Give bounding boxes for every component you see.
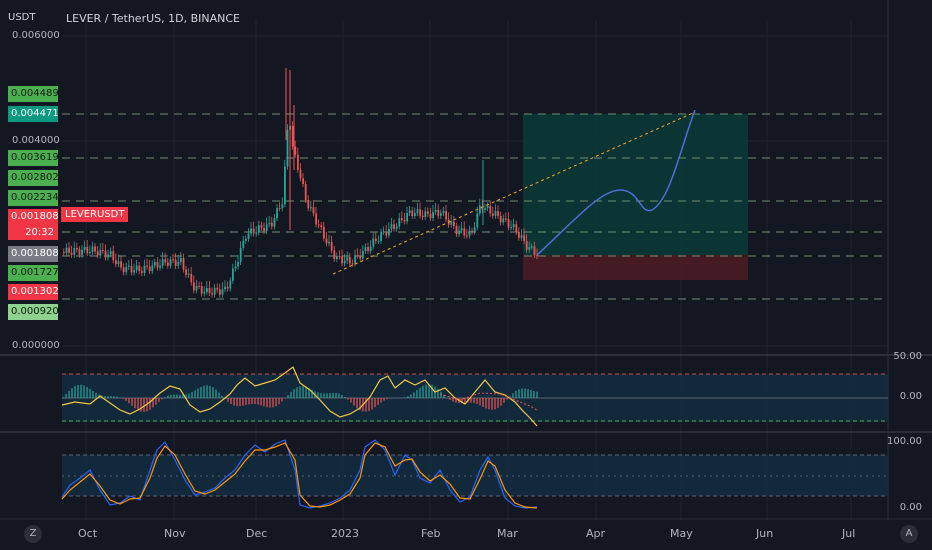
price-tag[interactable]: 0.000920	[8, 304, 59, 320]
symbol-badge: LEVERUSDT	[61, 207, 129, 222]
time-label: Nov	[164, 527, 186, 540]
time-label: Apr	[586, 527, 606, 540]
osc2-upper-label: 100.00	[887, 436, 922, 447]
auto-scale-button[interactable]: A	[900, 525, 918, 543]
osc2-d-line	[61, 442, 538, 509]
grid	[62, 20, 888, 520]
candles	[63, 68, 538, 298]
osc1-line	[61, 366, 538, 427]
price-tag[interactable]: 0.002802	[8, 170, 59, 186]
osc2-lower-label: 0.00	[899, 502, 922, 513]
stop-zone[interactable]	[523, 255, 748, 280]
target-zone[interactable]	[523, 114, 748, 255]
osc1-upper-label: 50.00	[893, 351, 922, 362]
price-tag[interactable]: 0.001727	[8, 265, 59, 281]
osc1-signal	[439, 392, 538, 411]
trend-line[interactable]	[332, 111, 696, 275]
level-lines[interactable]	[62, 113, 888, 300]
price-label: 0.000000	[12, 340, 60, 351]
price-tag-entry[interactable]: 0.001808	[8, 246, 59, 262]
price-tag[interactable]: 0.002234	[8, 190, 59, 206]
time-label: Jun	[756, 527, 774, 540]
price-label: 0.004000	[12, 135, 60, 146]
osc1-histogram	[62, 384, 538, 412]
bar-countdown: 20:32	[8, 225, 58, 240]
time-label: 2023	[331, 527, 359, 540]
time-label: Oct	[78, 527, 98, 540]
time-label: May	[670, 527, 693, 540]
osc1-zero-label: 0.00	[899, 391, 922, 402]
timezone-button[interactable]: Z	[24, 525, 42, 543]
price-tag-stop[interactable]: 0.001302	[8, 284, 59, 300]
price-tag[interactable]: 0.003619	[8, 150, 59, 166]
time-label: Feb	[421, 527, 441, 540]
price-tag-target[interactable]: 0.004471	[8, 106, 59, 122]
symbol-title[interactable]: LEVER / TetherUS, 1D, BINANCE	[66, 12, 240, 25]
time-label: Mar	[497, 527, 518, 540]
time-label: Jul	[842, 527, 856, 540]
projection-path[interactable]	[536, 109, 696, 256]
price-label: 0.006000	[12, 30, 60, 41]
currency-label: USDT	[8, 12, 36, 23]
price-tag-last[interactable]: 0.001808	[8, 209, 59, 225]
time-label: Dec	[246, 527, 268, 540]
price-tag[interactable]: 0.004489	[8, 86, 59, 102]
